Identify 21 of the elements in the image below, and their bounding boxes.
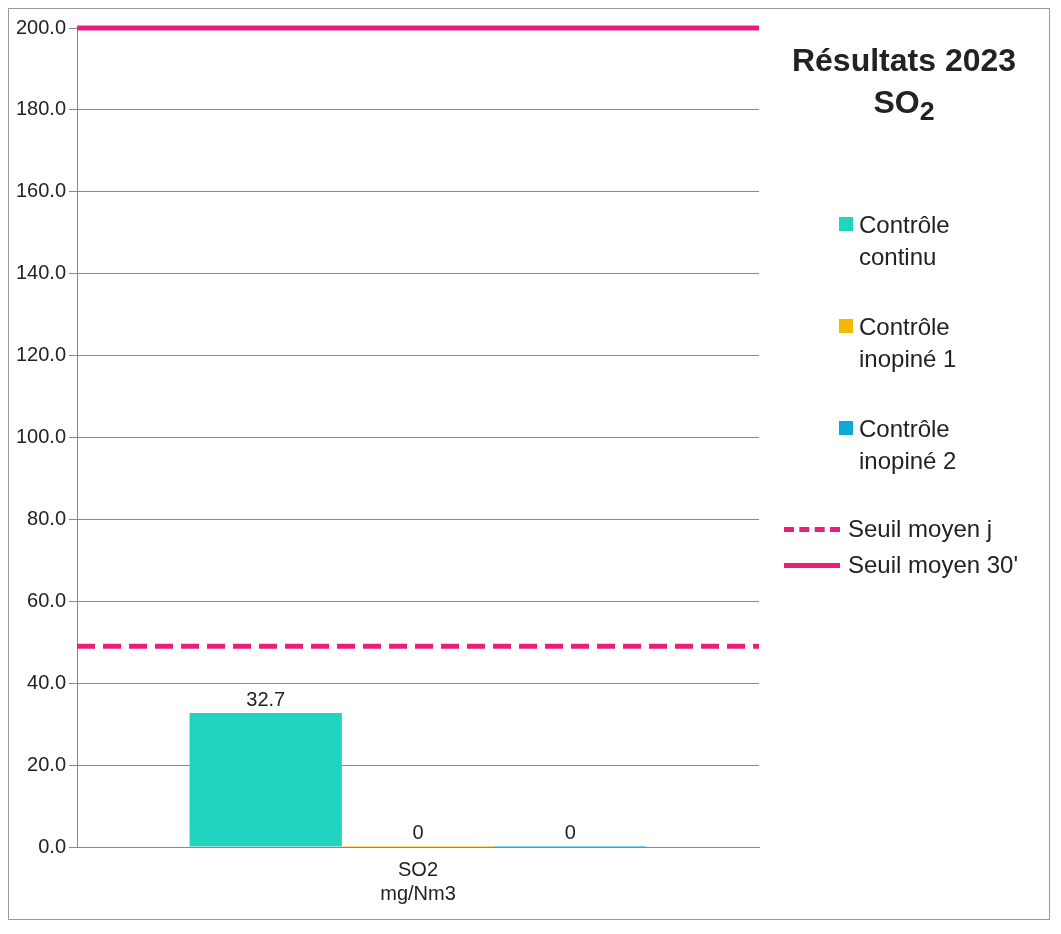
y-tick-label: 120.0 bbox=[15, 343, 67, 366]
y-tick-label: 100.0 bbox=[15, 425, 67, 448]
y-tick-label: 0.0 bbox=[38, 834, 67, 857]
x-tick-label: SO2 mg/Nm3 bbox=[380, 857, 456, 904]
data-label: 0 bbox=[564, 820, 576, 843]
y-tick-label: 20.0 bbox=[27, 752, 67, 775]
y-tick-label: 140.0 bbox=[15, 261, 67, 284]
legend-label: Seuil moyen 30' bbox=[848, 551, 1019, 579]
y-tick-label: 60.0 bbox=[27, 588, 67, 611]
data-label: 32.7 bbox=[246, 687, 286, 710]
y-tick-label: 200.0 bbox=[15, 15, 67, 38]
y-tick-label: 40.0 bbox=[27, 670, 67, 693]
data-label: 0 bbox=[412, 820, 424, 843]
legend-label: Seuil moyen j bbox=[848, 515, 993, 543]
legend-label: Contrôle continu bbox=[859, 210, 951, 272]
legend-label: Contrôle inopiné 1 bbox=[859, 312, 958, 374]
legend-label: Contrôle inopiné 2 bbox=[859, 414, 958, 476]
y-tick-label: 160.0 bbox=[15, 179, 67, 202]
text: Résultats 2023 SO$_{2}$ bbox=[790, 41, 1018, 129]
y-tick-label: 80.0 bbox=[27, 506, 67, 529]
y-tick-label: 180.0 bbox=[15, 97, 67, 120]
